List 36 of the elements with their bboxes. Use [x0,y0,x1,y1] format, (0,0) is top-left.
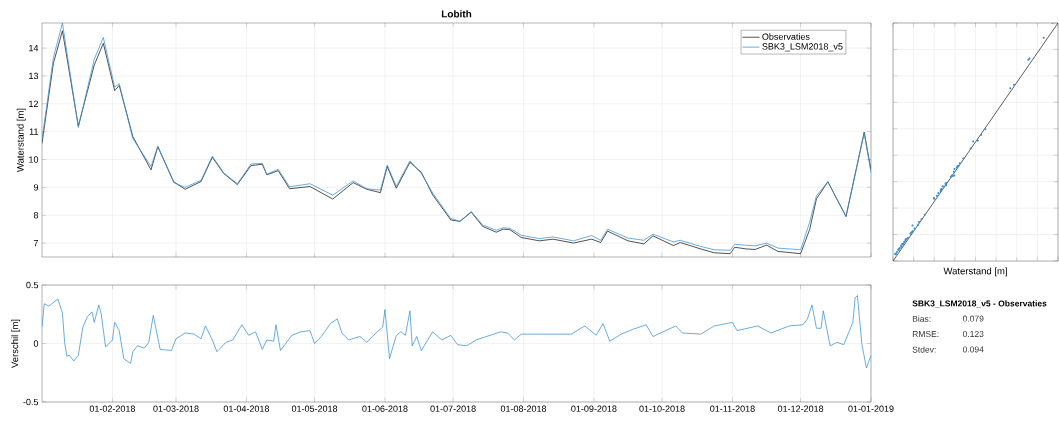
text: 0.094 [962,346,984,353]
y-tick-label: 11 [29,128,39,135]
x-tick-label: 01-06-2018 [362,405,408,412]
x-tick-label: 01-11-2018 [710,405,755,412]
x-tick-label: 01-09-2018 [571,405,617,412]
y-tick-label: 12 [29,100,39,107]
text: SBK3_LSM2018_v5 - Observaties [912,300,1047,308]
y-axis-title: Waterstand [m] [16,108,26,172]
y-axis-title: Verschil [m] [11,319,21,369]
y-tick-label: 14 [29,44,39,52]
x-tick-label: 01-12-2018 [777,405,824,412]
y-tick-label: 10 [29,156,39,163]
text: Stdev: [912,346,936,353]
text: 0.079 [962,315,984,322]
y-tick-label: 9 [33,184,39,191]
text: RMSE: [912,331,939,338]
y-tick-label: 8 [33,212,39,219]
y-tick-label: 0.5 [26,281,39,289]
chart-title: Lobith [441,10,472,18]
text: 0.123 [962,331,984,338]
text: Waterstand [m] [943,267,1007,277]
y-tick-label: 0 [33,340,39,347]
x-tick-label: 01-07-2018 [430,405,476,412]
x-tick-label: 01-03-2018 [153,405,199,412]
legend-label: Observaties [762,33,810,40]
x-tick-label: 01-08-2018 [500,405,547,412]
y-tick-label: 7 [33,239,39,247]
text: Bias: [912,315,931,322]
y-tick-label: -0.5 [23,398,39,406]
x-tick-label: 01-01-2019 [848,405,894,412]
x-tick-label: 01-05-2018 [291,405,338,412]
legend-label: SBK3_LSM2018_v5 [762,43,843,52]
y-tick-label: 13 [29,72,39,80]
x-tick-label: 01-04-2018 [223,405,270,412]
x-tick-label: 01-10-2018 [639,405,685,412]
x-tick-label: 01-02-2018 [89,405,136,412]
